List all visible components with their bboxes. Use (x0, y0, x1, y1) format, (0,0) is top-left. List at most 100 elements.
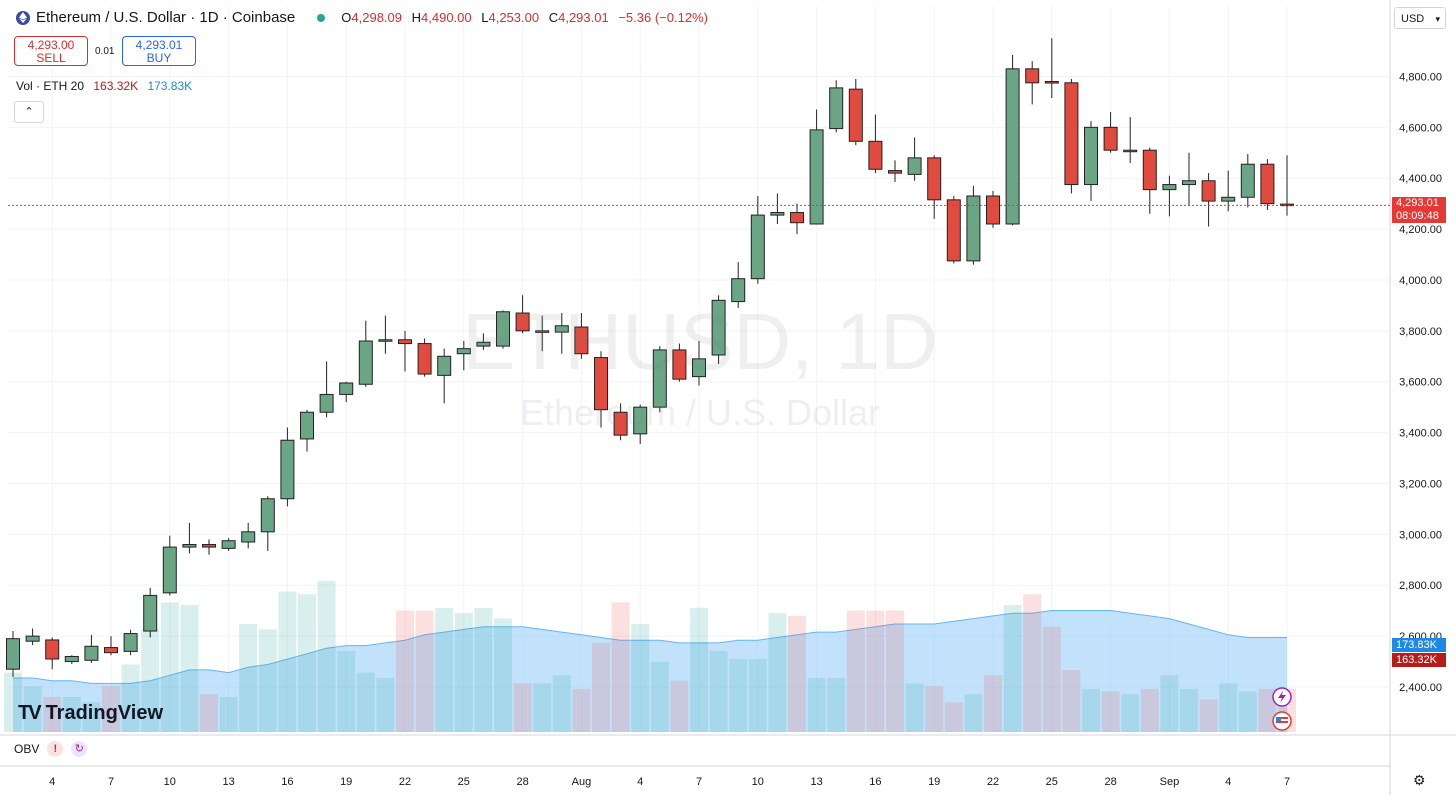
y-tick-label: 2,800.00 (1399, 580, 1442, 592)
volume-bar (317, 580, 336, 732)
candle-body (554, 325, 569, 333)
candle (790, 203, 804, 235)
volume-bar (827, 678, 846, 732)
candle-body (221, 540, 236, 549)
candle-body (907, 157, 922, 175)
volume-bar (180, 605, 199, 732)
volume-bar (611, 602, 630, 732)
volume-bar (925, 686, 944, 732)
tradingview-wordmark: TradingView (45, 702, 164, 724)
candle-body (162, 546, 177, 594)
candle-body (829, 87, 844, 130)
obv-indicator-legend[interactable]: OBV ! ↻ (14, 741, 88, 757)
candle (594, 351, 608, 428)
x-tick-label: 19 (928, 776, 940, 788)
candle (809, 109, 824, 225)
volume-bar (1199, 699, 1218, 732)
volume-legend[interactable]: Vol · ETH 20 163.32K 173.83K (16, 79, 192, 93)
candle-body (45, 639, 60, 660)
candle (1280, 155, 1294, 216)
warning-icon[interactable]: ! (47, 741, 64, 757)
volume-bar (278, 591, 297, 732)
volume-bar (1042, 626, 1061, 732)
candle-body (280, 439, 295, 500)
candle (711, 295, 726, 364)
gear-icon[interactable]: ⚙ (1413, 772, 1426, 788)
candle (868, 114, 883, 174)
candle (300, 409, 314, 452)
volume-bar (200, 694, 218, 732)
y-tick-label: 4,000.00 (1399, 275, 1442, 287)
candle (554, 313, 569, 354)
candle (339, 381, 354, 403)
candle (64, 655, 79, 665)
volume-bar (572, 688, 591, 732)
y-tick-label: 3,400.00 (1399, 428, 1442, 440)
tradingview-logo[interactable]: TV TradingView (18, 702, 163, 725)
x-axis: 4 7 10 13 16 19 22 25 28 Aug 4 7 10 13 16 19 22 25 28 Sep 4 7 (49, 776, 1290, 788)
volume-layer (4, 580, 1296, 732)
candle-body (1201, 180, 1216, 202)
candle (1044, 38, 1059, 99)
candle-body (202, 544, 216, 548)
volume-bar (356, 672, 375, 732)
y-tick-label: 4,800.00 (1399, 71, 1442, 83)
candle (182, 522, 197, 554)
volume-bar (552, 675, 571, 732)
collapse-legend-button[interactable]: ⌃ (14, 101, 44, 123)
volume-bar (23, 686, 42, 732)
candle-body (515, 312, 530, 332)
candle (633, 404, 648, 445)
volume-ma-badge-label: 173.83K (1396, 638, 1437, 651)
candle (966, 185, 981, 265)
volume-bar (984, 675, 1002, 732)
candle (437, 348, 452, 404)
buy-price: 4,293.01 (135, 38, 183, 52)
candle-body (378, 339, 393, 342)
symbol-header[interactable]: Ethereum / U.S. Dollar · 1D · Coinbase O… (16, 9, 714, 26)
volume-bar (768, 613, 787, 732)
volume-legend-ma: 173.83K (147, 79, 193, 93)
reload-icon[interactable]: ↻ (71, 741, 88, 757)
candle (45, 637, 60, 670)
ohlc-values: O4,298.09 H4,490.00 L4,253.00 C4,293.01 … (341, 10, 708, 25)
currency-selector[interactable]: USD ▾ (1394, 7, 1446, 29)
volume-bar (1082, 688, 1100, 732)
y-tick-label: 3,600.00 (1399, 377, 1442, 389)
volume-bar (631, 624, 650, 732)
watermark-name: Ethereum / U.S. Dollar (519, 392, 881, 433)
tradingview-logo-icon: TV (18, 702, 42, 724)
x-tick-label: 22 (987, 776, 999, 788)
candle-body (437, 355, 452, 376)
us-flag-icon[interactable] (1271, 710, 1293, 737)
candle-body (104, 647, 118, 654)
volume-bar (1180, 688, 1198, 732)
chevron-up-icon: ⌃ (24, 106, 34, 118)
candle (1201, 173, 1216, 227)
volume-bar (944, 702, 963, 732)
lightning-icon[interactable] (1271, 686, 1293, 713)
candle-body (1044, 81, 1059, 84)
candle-body (692, 358, 706, 378)
candle-body (652, 349, 667, 408)
buy-button[interactable]: 4,293.01 BUY (122, 36, 196, 66)
sell-button[interactable]: 4,293.00 SELL (14, 36, 88, 66)
candle (986, 190, 1000, 228)
x-tick-label: 10 (752, 776, 764, 788)
candle-body (848, 88, 863, 142)
candle-body (750, 214, 765, 280)
candle-body (476, 341, 491, 347)
y-tick-label: 3,800.00 (1399, 326, 1442, 338)
candle (750, 196, 765, 284)
x-tick-label: 13 (222, 776, 234, 788)
candle-body (417, 343, 432, 375)
ethereum-icon (16, 10, 30, 25)
candle-body (260, 498, 275, 533)
candle (476, 333, 491, 350)
candle (280, 427, 295, 507)
volume-bar (1101, 691, 1120, 732)
candle-body (574, 326, 589, 355)
volume-bar (102, 686, 120, 732)
volume-bar (1121, 694, 1140, 732)
